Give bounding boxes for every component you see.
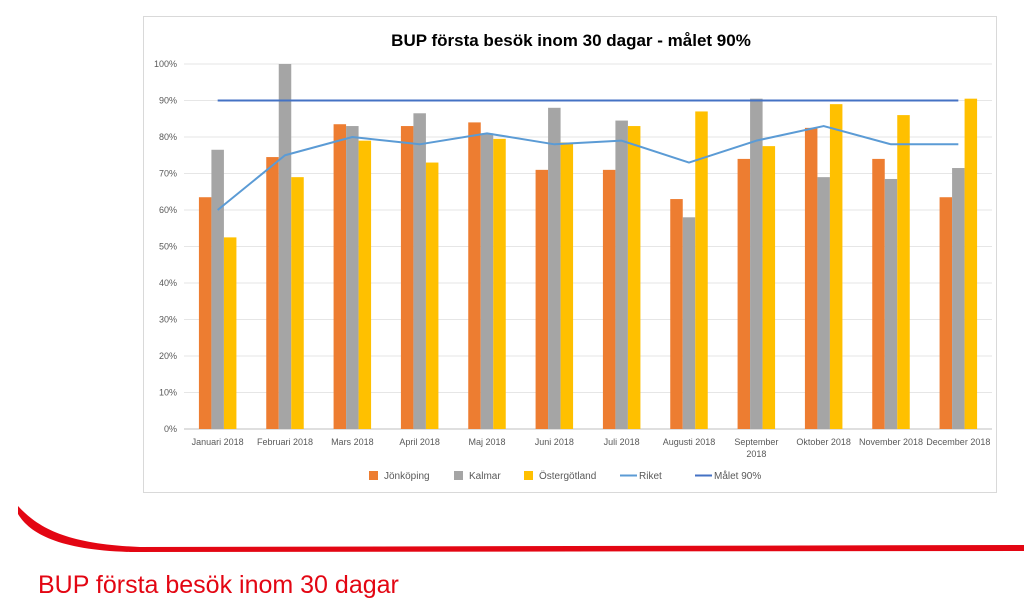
bar <box>829 104 843 430</box>
bar <box>266 157 279 429</box>
bar <box>670 199 683 429</box>
decorative-swoosh <box>18 506 1024 552</box>
slide-title: BUP första besök inom 30 dagar <box>38 571 399 599</box>
chart-title: BUP första besök inom 30 dagar - målet 9… <box>391 31 751 50</box>
bar <box>897 115 910 429</box>
y-tick-label: 0% <box>164 424 177 434</box>
bar <box>425 162 439 430</box>
bar <box>560 142 574 429</box>
bar <box>952 168 965 429</box>
legend-label: Riket <box>639 471 662 482</box>
lines <box>217 99 959 211</box>
bar <box>804 127 818 429</box>
bar <box>602 169 616 429</box>
bar <box>750 98 763 430</box>
bar <box>223 237 237 429</box>
legend-swatch <box>369 471 378 480</box>
x-tick-label: Juni 2018 <box>535 437 574 447</box>
x-axis-ticks: Januari 2018 Februari 2018 Mars 2018 April … <box>192 437 991 459</box>
bar <box>817 177 830 429</box>
legend-label: Kalmar <box>469 471 501 482</box>
legend: Jönköping Kalmar Östergötland Riket Målet 90… <box>369 470 761 482</box>
y-axis-ticks: 0% 10% 20% 30% 40% 50% 60% 70% 80% 90% 100% <box>154 59 177 434</box>
legend-label: Östergötland <box>539 470 596 482</box>
y-tick-label: 100% <box>154 59 177 69</box>
bar <box>884 178 898 429</box>
x-tick-label: September <box>734 437 778 447</box>
x-tick-label: Juli 2018 <box>604 437 640 447</box>
bar <box>535 169 549 429</box>
bar <box>480 133 494 429</box>
bar <box>872 158 885 429</box>
x-tick-label: Augusti 2018 <box>663 437 716 447</box>
bar <box>548 107 561 430</box>
bar <box>291 177 304 429</box>
bar <box>964 98 978 430</box>
x-tick-label: 2018 <box>746 449 766 459</box>
legend-label: Jönköping <box>384 471 430 482</box>
bar <box>762 146 776 429</box>
y-tick-label: 90% <box>159 96 177 106</box>
chart-canvas: BUP första besök inom 30 dagar - målet 9… <box>154 31 992 482</box>
y-tick-label: 60% <box>159 205 177 215</box>
bars <box>198 64 978 430</box>
x-tick-label: November 2018 <box>859 437 923 447</box>
bar <box>278 64 292 429</box>
bar <box>615 120 628 429</box>
bar <box>493 138 506 429</box>
bar <box>627 126 641 430</box>
x-tick-label: Maj 2018 <box>468 437 505 447</box>
bar <box>682 217 696 429</box>
y-tick-label: 30% <box>159 315 177 325</box>
series-line <box>217 125 959 211</box>
x-tick-label: Februari 2018 <box>257 437 313 447</box>
bar <box>400 126 414 430</box>
x-tick-label: Mars 2018 <box>331 437 374 447</box>
bar <box>939 197 953 429</box>
legend-swatch <box>524 471 533 480</box>
bar <box>211 149 224 429</box>
y-tick-label: 20% <box>159 351 177 361</box>
x-tick-label: Oktober 2018 <box>796 437 851 447</box>
y-tick-label: 10% <box>159 388 177 398</box>
bar <box>695 111 708 429</box>
x-tick-label: Januari 2018 <box>192 437 244 447</box>
x-tick-label: April 2018 <box>399 437 440 447</box>
bar <box>737 158 751 429</box>
legend-label: Målet 90% <box>714 470 761 482</box>
x-tick-label: December 2018 <box>926 437 990 447</box>
y-tick-label: 40% <box>159 278 177 288</box>
chart-panel: BUP första besök inom 30 dagar - målet 9… <box>143 16 997 493</box>
bar <box>333 124 347 429</box>
bar <box>468 122 481 430</box>
bar <box>358 140 372 429</box>
legend-swatch <box>454 471 463 480</box>
bar <box>413 113 426 430</box>
y-tick-label: 80% <box>159 132 177 142</box>
bar <box>346 126 359 430</box>
bar <box>198 197 212 429</box>
y-tick-label: 70% <box>159 169 177 179</box>
gridlines <box>184 63 992 430</box>
y-tick-label: 50% <box>159 242 177 252</box>
